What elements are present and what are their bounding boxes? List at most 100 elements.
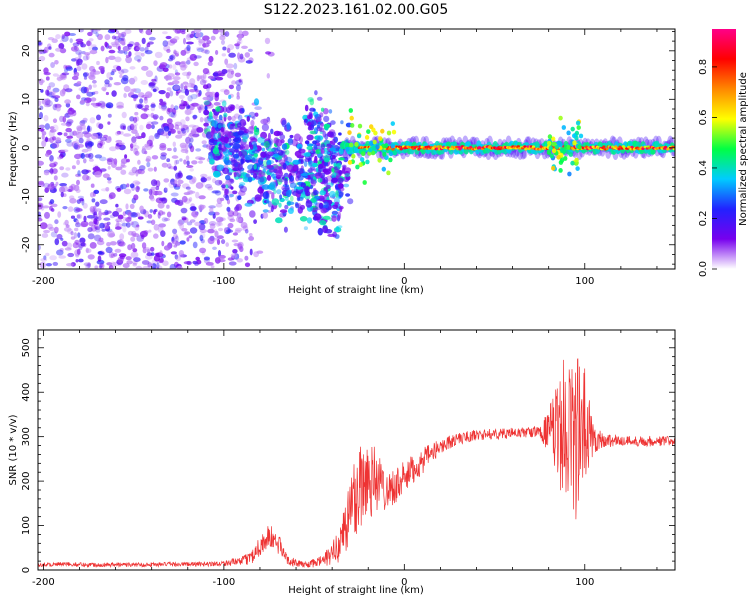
spectrogram-cell <box>126 158 130 163</box>
spectrogram-cell <box>218 114 223 121</box>
spectrogram-cell <box>144 150 148 155</box>
spectrogram-cell <box>110 253 116 258</box>
spectrogram-cell <box>122 125 126 130</box>
spectrogram-cell <box>225 229 233 233</box>
spectrogram-cell <box>133 45 140 52</box>
spectrogram-cell <box>38 124 46 129</box>
spectrogram-cell <box>38 128 45 132</box>
spectrogram-cell <box>296 196 301 202</box>
spectrogram-cell <box>55 137 62 143</box>
spectrogram-cell <box>90 207 95 214</box>
spectrogram-cell <box>116 101 124 108</box>
spectrogram-cell <box>241 45 248 49</box>
spectrogram-cell <box>188 235 193 239</box>
spectrogram-cell <box>106 242 111 247</box>
spectrogram-cell <box>71 58 77 62</box>
spectrogram-cell <box>338 132 342 136</box>
spectrogram-cell <box>235 227 243 232</box>
spectrogram-cell <box>130 122 138 127</box>
spectrogram-cell <box>137 104 143 109</box>
spectrogram-cell <box>123 188 132 195</box>
spectrogram-cell <box>163 245 171 251</box>
spectrogram-cell <box>182 81 189 85</box>
spectrogram-cell <box>188 197 193 202</box>
spectrogram-cell <box>101 86 107 92</box>
spectrogram-cell <box>281 119 287 128</box>
spectrogram-cell <box>137 159 141 165</box>
spectrogram-cell <box>185 142 189 150</box>
spectrogram-cell <box>140 80 148 85</box>
spectrogram-cell <box>154 132 160 139</box>
spectrogram-cell <box>310 197 317 203</box>
spectrogram-cell <box>183 37 186 45</box>
spectrogram-cell <box>76 179 80 186</box>
spectrogram-cell <box>87 254 95 260</box>
spectrogram-cell <box>299 157 304 162</box>
spectrogram-cell <box>203 217 209 224</box>
spectrogram-cell <box>59 89 66 97</box>
spectrogram-cell <box>72 140 78 148</box>
spectrogram-cell <box>67 206 74 212</box>
spectrogram-cell <box>287 137 294 146</box>
spectrogram-cell <box>566 130 571 136</box>
spectrogram-cell <box>148 229 152 233</box>
spectrogram-cell <box>193 55 202 59</box>
spectrogram-cell <box>167 147 172 152</box>
spectrogram-cell <box>51 142 60 149</box>
spectrogram-cell <box>44 103 51 108</box>
spectrogram-cell <box>104 79 110 85</box>
spectrogram-cell <box>177 199 184 206</box>
spectrogram-cell <box>218 227 223 232</box>
spectrogram-cell <box>190 206 197 211</box>
spectrogram-cell <box>212 190 221 194</box>
spectrogram-cell <box>311 119 317 126</box>
spectrogram-cell <box>572 140 577 146</box>
snr-frame <box>37 329 676 571</box>
spectrogram-cell <box>295 175 300 182</box>
spectrogram-cell <box>211 120 219 128</box>
spectrogram-cell <box>134 150 140 156</box>
spectrogram-cell <box>111 161 117 168</box>
spectrogram-cell <box>98 237 104 243</box>
spectrogram-cell <box>241 107 245 113</box>
spectrogram-cell <box>162 31 168 35</box>
spectrogram-cell <box>63 132 68 137</box>
snr-x-ticks: -200 -100 0 100 <box>32 330 658 588</box>
spectrogram-cell <box>133 194 139 201</box>
spectrogram-cell <box>206 83 212 89</box>
spectrogram-cell <box>159 250 163 257</box>
spectrogram-cell <box>178 253 184 258</box>
spectrogram-cell <box>119 255 125 260</box>
x-tick-label: -100 <box>213 276 236 287</box>
spectrogram-ylabel: Frequency (Hz) <box>8 111 19 187</box>
spectrogram-cell <box>85 263 90 269</box>
spectrogram-cell <box>65 120 73 126</box>
spectrogram-cell <box>57 75 62 82</box>
spectrogram-cell <box>224 159 232 166</box>
spectrogram-cell <box>278 159 286 165</box>
spectrogram-cell <box>144 104 150 109</box>
spectrogram-cell <box>116 130 122 135</box>
spectrogram-cell <box>175 134 183 139</box>
spectrogram-cell <box>331 172 337 179</box>
colorbar-scale <box>712 29 736 269</box>
spectrogram-cell <box>614 145 618 148</box>
spectrogram-cell <box>326 143 332 147</box>
spectrogram-cell <box>199 247 207 254</box>
spectrogram-cell <box>203 100 210 106</box>
spectrogram-cell <box>133 124 137 132</box>
spectrogram-cell <box>191 102 199 107</box>
spectrogram-cell <box>60 122 68 126</box>
spectrogram-cell <box>196 46 204 51</box>
spectrogram-cell <box>41 131 47 136</box>
spectrogram-cell <box>45 100 53 107</box>
spectrogram-cell <box>158 223 167 228</box>
snr-panel: -200 -100 0 100 0 100 200 300 400 500 Height of … <box>8 329 676 596</box>
spectrogram-cell <box>278 202 282 208</box>
spectrogram-cell <box>142 265 150 269</box>
spectrogram-cell <box>605 147 609 150</box>
spectrogram-cell <box>196 126 204 133</box>
spectrogram-cell <box>186 237 190 242</box>
spectrogram-cell <box>572 133 577 139</box>
spectrogram-cell <box>38 197 43 202</box>
